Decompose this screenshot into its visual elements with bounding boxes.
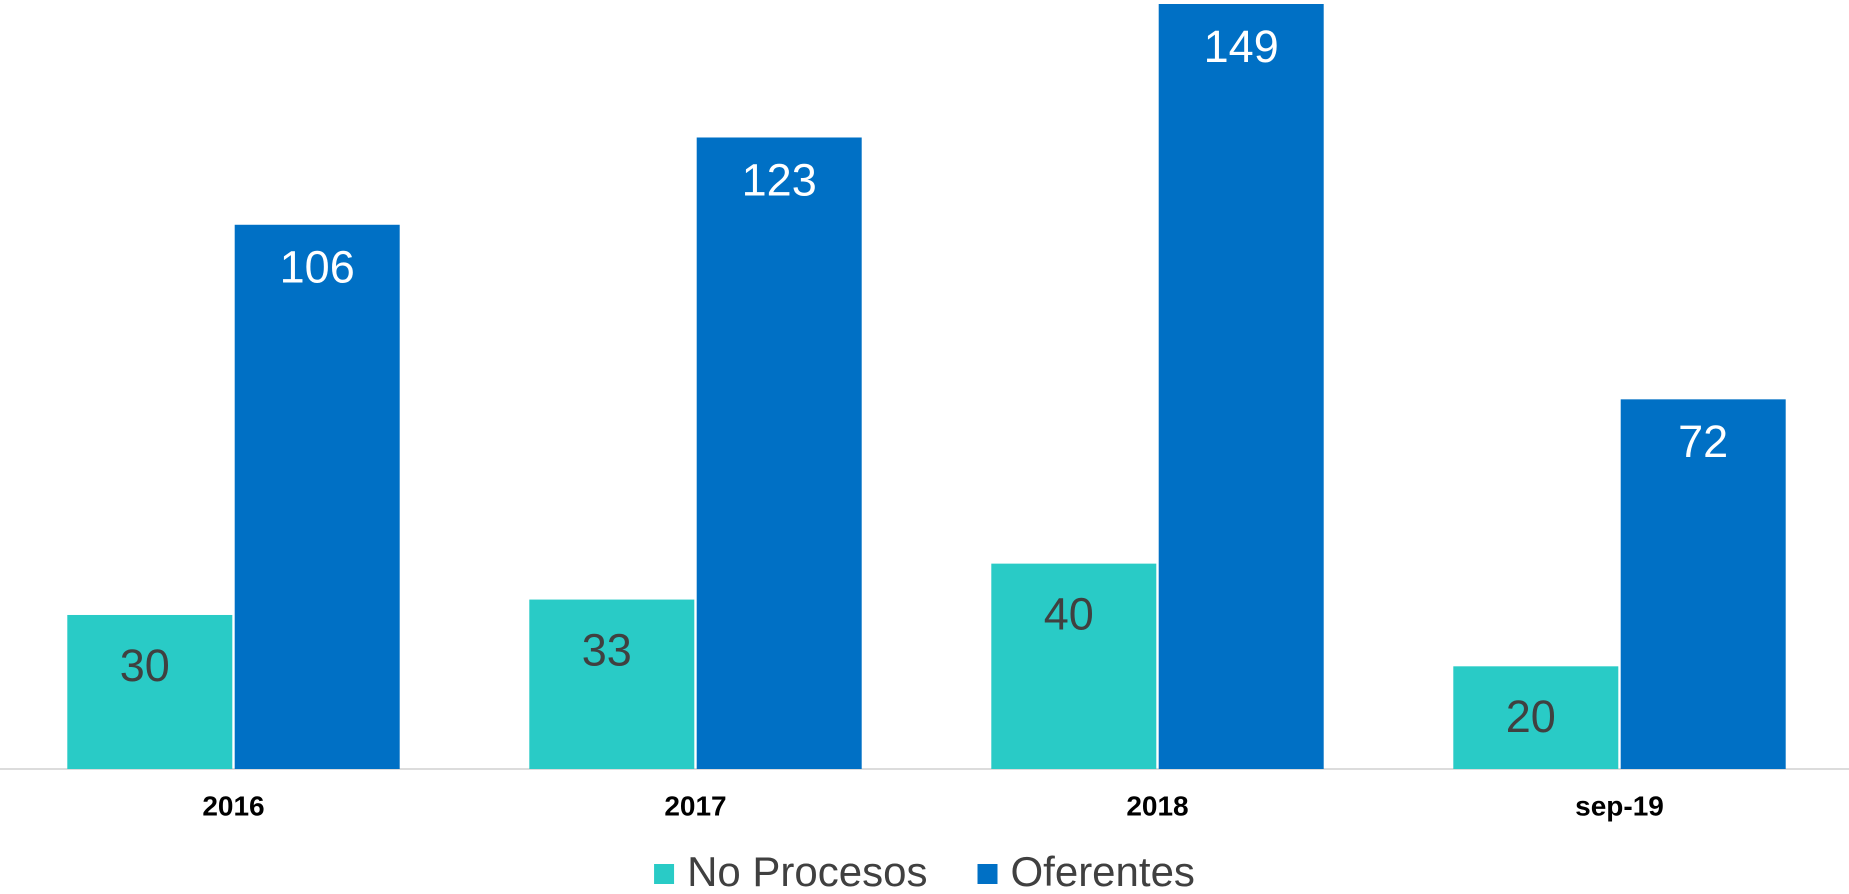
x-tick-label: sep-19	[1575, 790, 1664, 821]
x-tick-label: 2018	[1126, 790, 1188, 821]
data-label: 33	[582, 624, 632, 675]
bar	[529, 599, 695, 769]
data-label: 149	[1204, 21, 1279, 72]
x-tick-label: 2016	[202, 790, 264, 821]
legend-swatch	[977, 864, 998, 884]
bar	[1620, 399, 1786, 769]
data-label: 40	[1044, 589, 1094, 640]
legend-label: No Procesos	[687, 848, 927, 894]
data-label: 106	[280, 242, 355, 293]
data-label: 20	[1506, 691, 1556, 742]
bar	[696, 137, 862, 769]
x-tick-label: 2017	[664, 790, 726, 821]
bar	[67, 614, 233, 769]
legend-label: Oferentes	[1011, 848, 1195, 894]
bar	[1453, 666, 1619, 769]
bar	[234, 224, 400, 770]
bar	[991, 563, 1157, 769]
data-label: 30	[120, 640, 170, 691]
bar	[1158, 4, 1324, 769]
data-label: 72	[1678, 416, 1728, 467]
data-label: 123	[742, 154, 817, 205]
legend-swatch	[654, 864, 675, 884]
